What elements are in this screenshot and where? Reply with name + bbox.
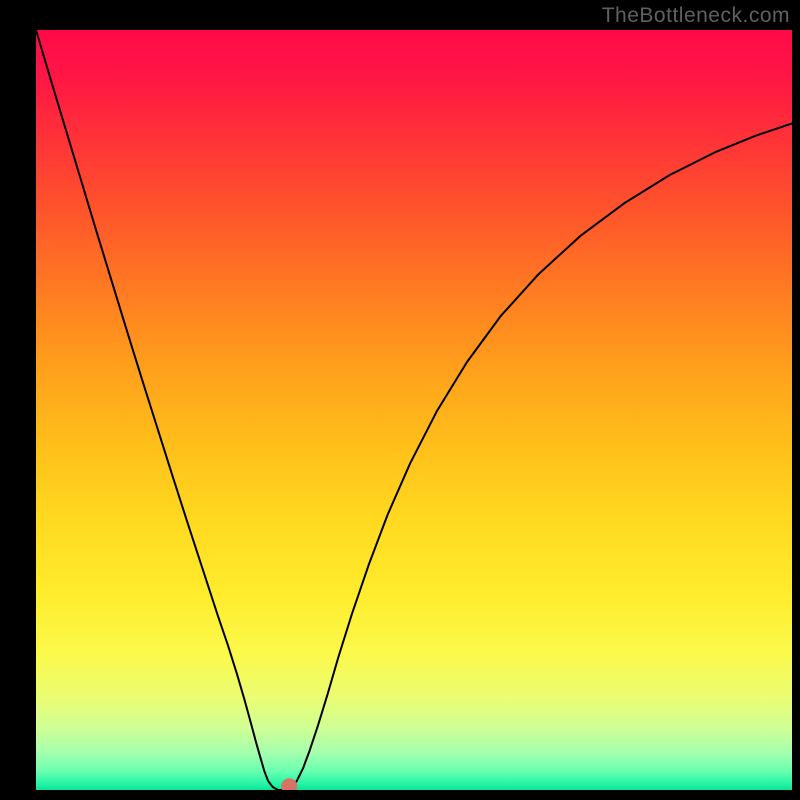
chart-svg xyxy=(36,30,792,790)
chart-background xyxy=(36,30,792,790)
attribution-text: TheBottleneck.com xyxy=(602,4,790,28)
plot-area xyxy=(36,30,792,790)
chart-frame: TheBottleneck.com xyxy=(0,0,800,800)
